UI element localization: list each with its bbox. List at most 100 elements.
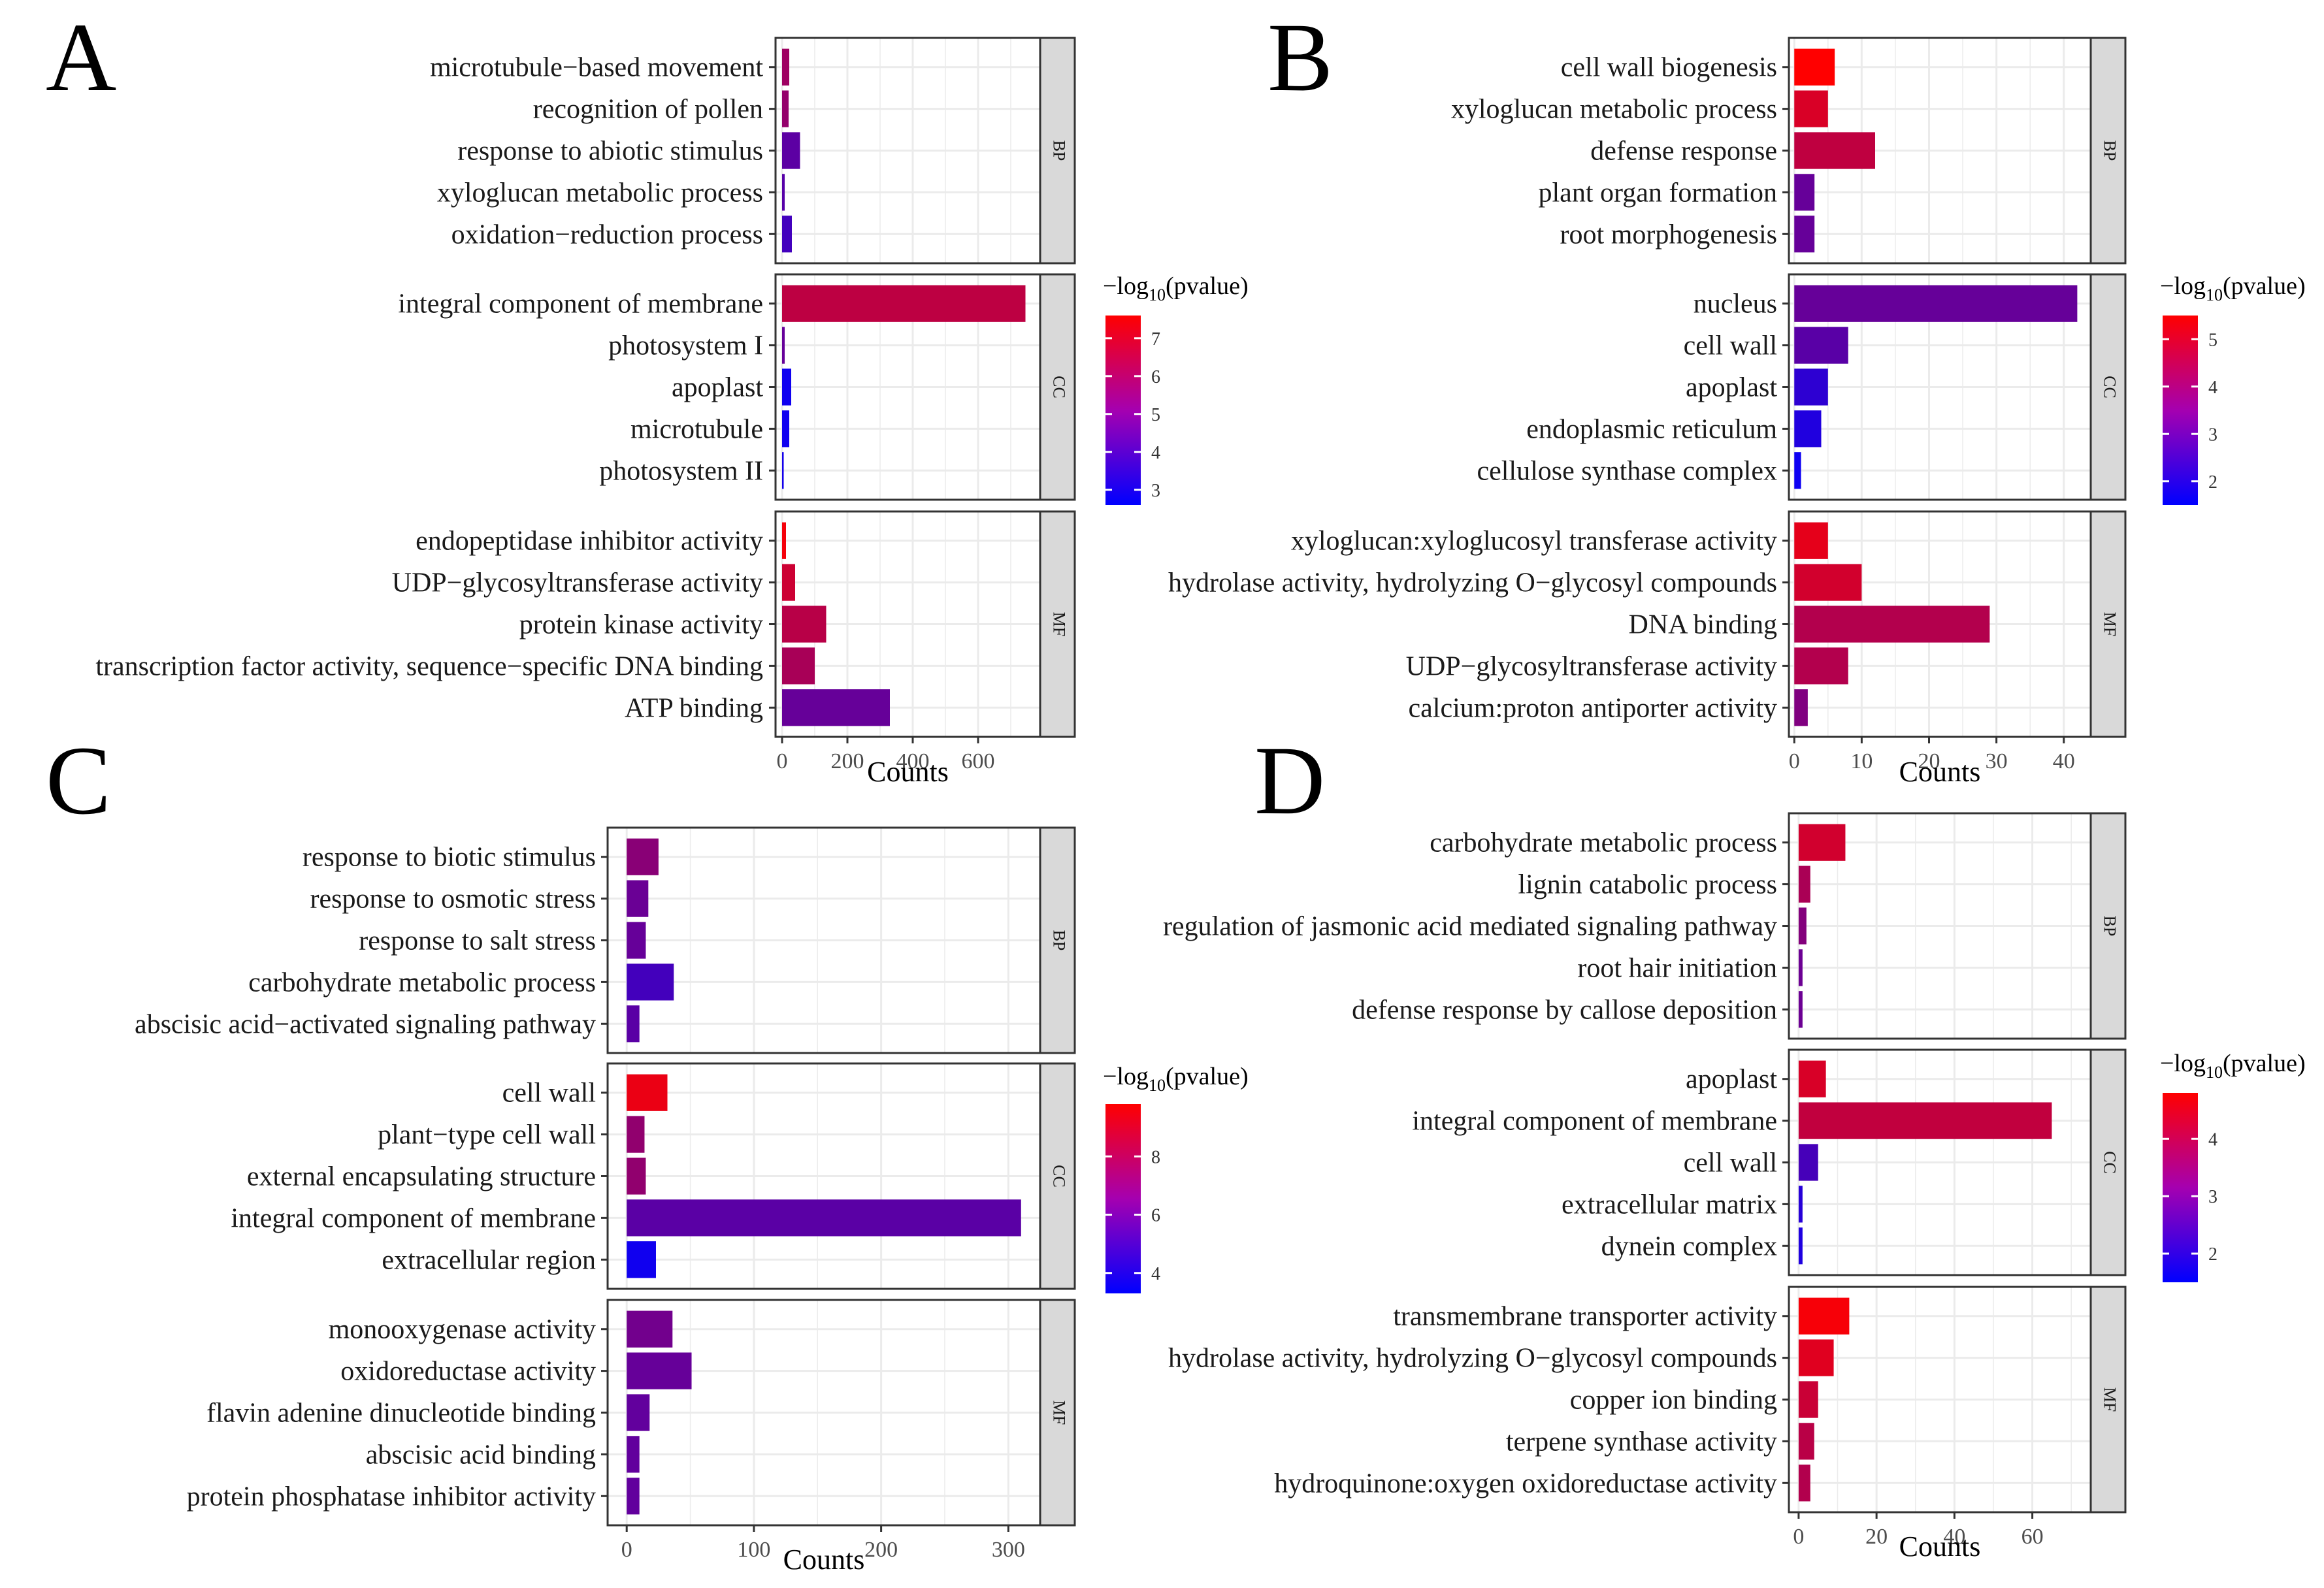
bar bbox=[1798, 949, 1803, 986]
bar bbox=[1794, 174, 1815, 211]
y-tick-label: flavin adenine dinucleotide binding bbox=[206, 1399, 596, 1429]
facet-mf: transmembrane transporter activity hydrol… bbox=[1168, 1286, 2127, 1514]
facet-strip bbox=[2089, 1048, 2127, 1276]
x-axis-label: Counts bbox=[867, 756, 949, 788]
color-legend: −log10(pvalue) 2 3 4 bbox=[2160, 1050, 2306, 1282]
bar bbox=[782, 452, 784, 489]
facet-strip bbox=[1039, 1299, 1076, 1527]
bar bbox=[1798, 907, 1807, 945]
y-tick-label: root hair initiation bbox=[1577, 953, 1777, 983]
bar bbox=[627, 1436, 640, 1473]
bar bbox=[1794, 564, 1862, 601]
y-tick-label: UDP−glycosyltransferase activity bbox=[1406, 651, 1777, 681]
y-tick-label: endoplasmic reticulum bbox=[1526, 414, 1777, 444]
legend-tick-label: 7 bbox=[1151, 329, 1160, 349]
y-tick-label: terpene synthase activity bbox=[1506, 1427, 1777, 1457]
y-tick-label: cell wall bbox=[1684, 331, 1777, 361]
y-tick-label: integral component of membrane bbox=[231, 1203, 596, 1233]
y-tick-label: transcription factor activity, sequence−… bbox=[95, 651, 763, 681]
panel-letter: C bbox=[46, 726, 111, 835]
facet-strip-label: BP bbox=[1050, 140, 1069, 161]
y-tick-label: extracellular matrix bbox=[1562, 1190, 1777, 1220]
facet-strip-label: CC bbox=[1050, 1165, 1069, 1188]
bar bbox=[627, 922, 646, 959]
bar bbox=[782, 410, 789, 447]
facet-strip bbox=[1039, 510, 1076, 738]
bar bbox=[627, 964, 674, 1001]
y-tick-label: photosystem I bbox=[608, 331, 763, 361]
facet-strip-label: MF bbox=[1050, 1401, 1069, 1425]
y-tick-label: cell wall bbox=[502, 1078, 596, 1109]
y-tick-label: response to salt stress bbox=[359, 926, 596, 956]
legend-colorbar bbox=[1105, 1104, 1141, 1293]
panel-letter: D bbox=[1254, 726, 1325, 835]
y-tick-label: nucleus bbox=[1694, 289, 1777, 319]
x-tick-label: 600 bbox=[962, 749, 995, 773]
y-tick-label: cell wall bbox=[1684, 1148, 1777, 1178]
legend-title: −log10(pvalue) bbox=[2160, 272, 2306, 304]
x-axis-label: Counts bbox=[1899, 756, 1981, 788]
y-tick-label: carbohydrate metabolic process bbox=[248, 967, 596, 997]
x-tick-label: 0 bbox=[1793, 1525, 1804, 1549]
bar bbox=[627, 1074, 668, 1111]
legend-tick-label: 4 bbox=[1151, 443, 1160, 463]
y-tick-label: defense response by callose deposition bbox=[1352, 995, 1777, 1025]
y-tick-label: hydrolase activity, hydrolyzing O−glycos… bbox=[1168, 568, 1777, 598]
y-tick-label: regulation of jasmonic acid mediated sig… bbox=[1163, 912, 1777, 942]
bar bbox=[627, 1005, 640, 1043]
x-tick-label: 200 bbox=[864, 1538, 898, 1562]
legend-title: −log10(pvalue) bbox=[2160, 1050, 2306, 1082]
facet-strip bbox=[2089, 273, 2127, 501]
legend-colorbar bbox=[2163, 1093, 2198, 1282]
facet-strip bbox=[1039, 37, 1076, 265]
y-tick-label: oxidation−reduction process bbox=[451, 219, 763, 250]
y-tick-label: integral component of membrane bbox=[1412, 1107, 1777, 1137]
x-tick-label: 40 bbox=[2053, 749, 2075, 773]
legend-tick-label: 4 bbox=[2208, 1129, 2218, 1150]
legend-tick-label: 2 bbox=[2208, 1244, 2218, 1265]
bar bbox=[782, 689, 890, 726]
y-tick-label: calcium:proton antiporter activity bbox=[1409, 693, 1777, 723]
facet-strip bbox=[2089, 812, 2127, 1040]
y-tick-label: microtubule−based movement bbox=[430, 53, 763, 83]
x-tick-label: 60 bbox=[2021, 1525, 2044, 1549]
bar bbox=[1794, 285, 2078, 322]
legend-colorbar bbox=[2163, 316, 2198, 505]
bar bbox=[1794, 522, 1828, 559]
facet-bp: microtubule−based movement recognition of… bbox=[430, 37, 1076, 265]
bar bbox=[782, 647, 815, 685]
bar bbox=[1798, 1186, 1803, 1223]
x-tick-label: 100 bbox=[737, 1538, 770, 1562]
bar bbox=[1794, 689, 1808, 726]
bar bbox=[1798, 1381, 1818, 1418]
facet-strip bbox=[1039, 273, 1076, 501]
y-tick-label: abscisic acid binding bbox=[366, 1440, 596, 1470]
y-tick-label: root morphogenesis bbox=[1560, 219, 1777, 250]
legend-colorbar bbox=[1105, 316, 1141, 505]
facet-mf: monooxygenase activity oxidoreductase act… bbox=[187, 1299, 1076, 1527]
facet-strip-label: BP bbox=[1050, 930, 1069, 951]
y-tick-label: protein kinase activity bbox=[519, 610, 763, 640]
y-tick-label: DNA binding bbox=[1628, 610, 1777, 640]
y-tick-label: plant organ formation bbox=[1539, 178, 1777, 208]
bar bbox=[627, 1310, 673, 1348]
x-tick-label: 200 bbox=[831, 749, 864, 773]
legend-tick-label: 4 bbox=[1151, 1264, 1160, 1284]
bar bbox=[782, 174, 785, 211]
y-tick-label: ATP binding bbox=[625, 693, 763, 723]
facet-strip bbox=[1039, 826, 1076, 1054]
y-tick-label: endopeptidase inhibitor activity bbox=[416, 527, 763, 557]
legend-tick-label: 6 bbox=[1151, 1206, 1160, 1226]
bar bbox=[1794, 410, 1822, 447]
x-tick-label: 20 bbox=[1918, 749, 1940, 773]
y-tick-label: response to osmotic stress bbox=[310, 884, 596, 915]
bar bbox=[627, 1241, 656, 1278]
x-tick-label: 400 bbox=[896, 749, 930, 773]
y-tick-label: carbohydrate metabolic process bbox=[1430, 828, 1777, 858]
y-tick-label: abscisic acid−activated signaling pathwa… bbox=[135, 1009, 596, 1039]
bar bbox=[782, 48, 789, 86]
color-legend: −log10(pvalue) 2 3 4 5 bbox=[2160, 272, 2306, 505]
legend-tick-label: 6 bbox=[1151, 367, 1160, 387]
